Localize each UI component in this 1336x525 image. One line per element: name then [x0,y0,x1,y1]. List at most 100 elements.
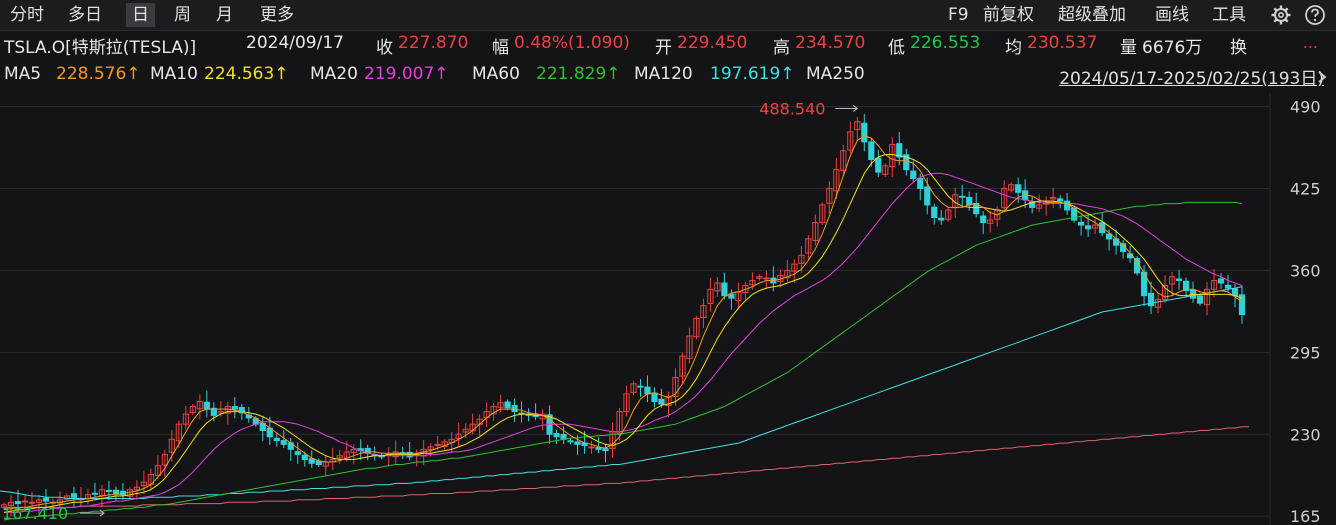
candle-body [28,501,36,504]
ma5-label: MA5 [4,64,42,84]
ma5-value: 228.576↑ [56,64,141,84]
candle-body [105,489,113,492]
candle-body [980,215,987,224]
candle-body [504,401,511,409]
candle-body [686,335,693,359]
candle-body [133,486,140,491]
candle-body [924,186,931,206]
candle-body [966,196,973,206]
candle-body [1015,184,1022,193]
candle-body [1106,233,1113,240]
candle-body [840,150,847,171]
forward-adjust-button[interactable]: 前复权 [983,5,1034,25]
tab-daily[interactable]: 日 [126,3,155,27]
candle-body [693,317,700,338]
candle-body [917,177,924,190]
candle-body [35,499,43,503]
candle-body [161,453,168,466]
candle-body [602,448,609,452]
candle-body [7,501,15,507]
tools-button[interactable]: 工具 [1212,5,1246,25]
candle-body [217,411,224,414]
candle-body [1210,280,1218,290]
ma120-label: MA120 [634,64,693,84]
candle-body [1231,288,1239,297]
candle-body [91,492,99,495]
candle-body [1217,278,1225,284]
candle-body [1085,225,1092,230]
ma5-line [3,135,1243,511]
candlestick-chart[interactable]: 490 425 360 295 230 165 488.540 167.410 [0,94,1336,525]
candle-body [868,141,875,161]
candle-body [280,440,287,445]
candle-body [1154,298,1162,308]
candle-body [1092,224,1099,229]
y-tick-label: 425 [1290,180,1321,199]
tab-weekly[interactable]: 周 [174,5,191,25]
candle-body [826,188,833,204]
candle-body [714,282,721,292]
candle-body [21,500,29,503]
tab-intraday[interactable]: 分时 [10,5,44,25]
super-overlay-button[interactable]: 超级叠加 [1058,5,1126,25]
candle-body [308,458,315,464]
candle-body [637,385,644,388]
candle-body [798,254,805,264]
tab-multi-day[interactable]: 多日 [68,5,102,25]
help-icon[interactable] [1304,4,1326,26]
candle-body [140,481,147,487]
tab-monthly[interactable]: 月 [216,5,233,25]
candle-body [63,495,71,500]
quote-date: 2024/09/17 [246,33,344,53]
candle-body [203,401,210,410]
candle-body [847,131,854,151]
y-tick-label: 360 [1290,261,1321,280]
draw-line-button[interactable]: 画线 [1155,5,1189,25]
ma60-label: MA60 [472,64,520,84]
ma60-value: 221.829↑ [536,64,621,84]
candle-body [182,413,189,425]
date-range-selector[interactable]: 2024/05/17-2025/02/25(193日) [1059,69,1324,89]
candle-body [1147,292,1155,307]
ma20-label: MA20 [310,64,358,84]
candle-body [1133,258,1141,274]
ma10-value: 224.563↑ [204,64,289,84]
candle-body [154,465,161,476]
max-price-label: 488.540 [759,99,825,118]
candle-body [812,222,819,241]
ma250-label: MA250 [806,64,865,84]
candle-body [658,398,665,405]
tab-more[interactable]: 更多 [260,5,294,25]
candle-body [574,441,581,445]
candle-body [833,169,840,192]
candle-body [805,238,812,254]
avg-value: 230.537 [1027,33,1098,53]
candle-body [196,400,203,410]
candle-body [231,406,238,410]
candle-body [665,395,672,407]
candle-body [238,407,245,414]
candle-body [588,446,595,449]
candle-body [672,377,679,397]
chevron-right-icon[interactable] [1316,70,1328,84]
candle-body [42,497,50,502]
candle-body [1050,196,1057,200]
f9-button[interactable]: F9 [948,5,969,25]
candle-body [644,386,651,395]
candle-body [273,437,280,442]
candle-body [630,383,637,393]
candle-body [301,454,308,460]
period-toolbar: 分时 多日 日 周 月 更多 F9 前复权 超级叠加 画线 工具 [0,0,1336,31]
candle-body [987,219,994,224]
y-tick-label: 295 [1290,343,1321,362]
turnover-label: 换 [1230,38,1247,58]
candle-body [490,406,497,415]
more-info-button[interactable]: ... [1302,33,1318,52]
candle-body [336,455,343,459]
candle-body [511,405,518,413]
candle-body [861,122,868,143]
candle-body [14,501,22,505]
candle-body [742,285,749,294]
gear-icon[interactable] [1270,4,1292,26]
candle-body [567,440,574,443]
